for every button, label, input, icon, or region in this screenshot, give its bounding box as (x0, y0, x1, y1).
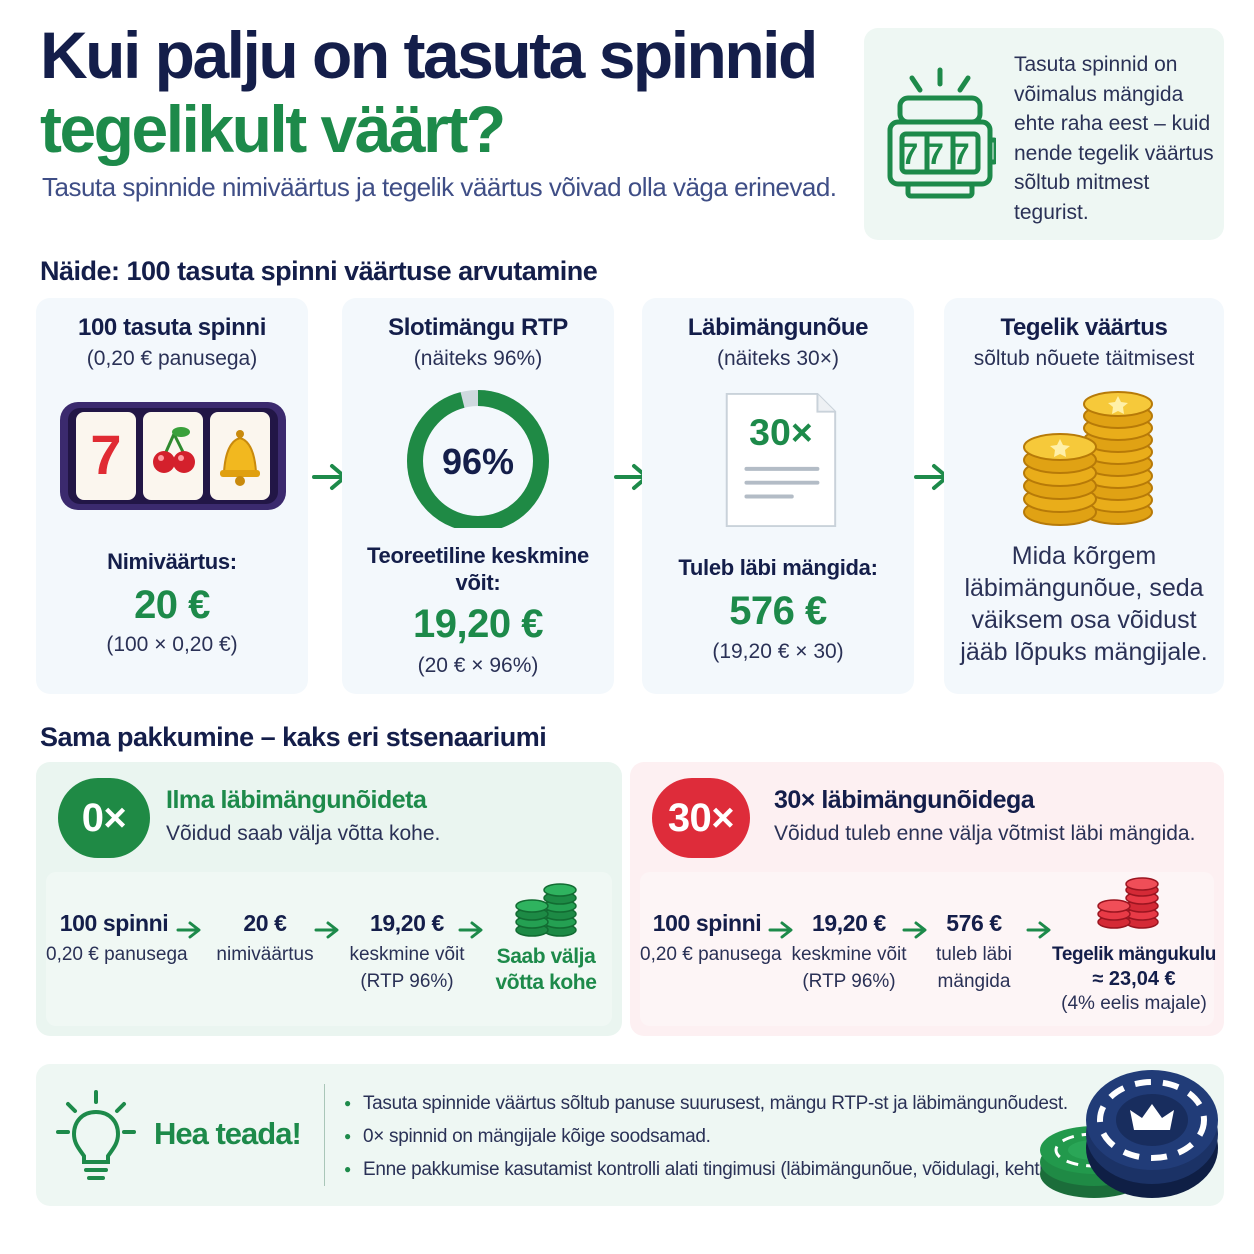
info-box: 777 Tasuta spinnid on võimalus mängida e… (864, 28, 1224, 240)
wagering-formula: (19,20 € × 30) (712, 640, 844, 663)
flow-step-label: tuleb läbi mängida (935, 944, 1013, 992)
nominal-value: 20 € (134, 583, 210, 627)
step-title: Tegelik väärtus (1000, 314, 1168, 341)
slot-reels-icon: 7 (60, 402, 286, 510)
step-card-real-value: Tegelik väärtus sõltub nõuete täitmisest… (944, 298, 1224, 694)
arrow-right-icon (768, 921, 793, 939)
tip-list: Tasuta spinnide väärtus sõltub panuse su… (344, 1088, 1114, 1187)
flow-step-value: 100 spinni (652, 910, 762, 936)
step-subtitle: (näiteks 30×) (717, 347, 839, 370)
withdraw-now-label: Saab välja võtta kohe (495, 945, 597, 994)
flow-step: 100 spinni 0,20 € panusega (640, 910, 782, 968)
info-text: Tasuta spinnid on võimalus mängida ehte … (1014, 53, 1214, 224)
scenario-with-wagering: 30× 30× läbimängunõidega Võidud tuleb en… (630, 762, 1224, 1036)
flow-step-label: 0,20 € panusega (46, 944, 188, 965)
flow-step-value: 100 spinni (59, 910, 169, 936)
real-cost-value: ≈ 23,04 € (1092, 968, 1176, 990)
wagering-label: Tuleb läbi mängida: (678, 555, 878, 580)
step-subtitle: (näiteks 96%) (413, 347, 543, 370)
tip-list-item: 0× spinnid on mängijale kõige soodsamad. (344, 1121, 1114, 1154)
flow-step-value: 576 € (946, 910, 1002, 936)
flow-step-value: 19,20 € (370, 910, 444, 936)
step-card-rtp: Slotimängu RTP (näiteks 96%) 96% Teoreet… (342, 298, 614, 694)
slot-reel-text: 777 (901, 138, 978, 171)
scenario-flow: 100 spinni 0,20 € panusega 20 € nimiväär… (46, 872, 612, 1026)
red-chips-icon (1097, 877, 1159, 929)
real-cost-block: Tegelik mängukulu ≈ 23,04 € (4% eelis ma… (1046, 944, 1222, 1015)
arrow-right-icon (176, 921, 201, 939)
wagering-value: 576 € (729, 589, 827, 633)
step-card-free-spins: 100 tasuta spinni (0,20 € panusega) 7 Ni… (36, 298, 308, 694)
arrow-right-icon (314, 921, 339, 939)
scenario-subtitle: Võidud tuleb enne välja võtmist läbi män… (774, 822, 1196, 845)
scenario-title: Ilma läbimängunõideta (166, 786, 427, 814)
tip-divider (324, 1084, 325, 1186)
wagering-badge: 0× (58, 778, 150, 858)
tip-title: Hea teada! (154, 1116, 302, 1151)
rtp-ring-icon: 96% (407, 390, 549, 528)
scenario-flow: 100 spinni 0,20 € panusega 19,20 € keskm… (640, 872, 1216, 1026)
flow-step-label: nimiväärtus (216, 944, 314, 965)
flow-step-label: keskmine võit (RTP 96%) (349, 944, 465, 992)
step-subtitle: (0,20 € panusega) (86, 347, 258, 370)
nominal-value-label: Nimiväärtus: (107, 549, 237, 574)
house-edge-note: (4% eelis majale) (1061, 993, 1207, 1014)
lightbulb-icon (56, 1090, 136, 1180)
example-heading: Näide: 100 tasuta spinni väärtuse arvuta… (40, 256, 598, 286)
flow-step: 19,20 € keskmine võit (RTP 96%) (784, 910, 914, 995)
scenario-no-wagering: 0× Ilma läbimängunõideta Võidud saab väl… (36, 762, 622, 1036)
flow-step-label: 0,20 € panusega (640, 944, 782, 965)
tip-box: Hea teada! Tasuta spinnide väärtus sõltu… (36, 1064, 1224, 1206)
flow-step-label: keskmine võit (RTP 96%) (791, 944, 907, 992)
flow-step-value: 20 € (243, 910, 287, 936)
document-icon: 30× (725, 392, 837, 528)
scenarios-heading: Sama pakkumine – kaks eri stsenaariumi (40, 722, 547, 752)
step-title: 100 tasuta spinni (78, 314, 266, 341)
slot-machine-777-icon: 777 (887, 67, 996, 199)
poker-chips-crown-icon (1040, 1070, 1218, 1198)
flow-step: 19,20 € keskmine võit (RTP 96%) (342, 910, 472, 995)
scenario-subtitle: Võidud saab välja võtta kohe. (166, 822, 441, 845)
step-subtitle: sõltub nõuete täitmisest (973, 347, 1195, 370)
arrow-right-icon (902, 921, 927, 939)
theoretical-win-formula: (20 € × 96%) (417, 654, 539, 677)
theoretical-win-label: Teoreetiline keskmine võit: (367, 543, 589, 595)
real-value-description: Mida kõrgem läbimängunõue, seda väiksem … (960, 542, 1208, 666)
tip-list-item: Tasuta spinnide väärtus sõltub panuse su… (344, 1088, 1114, 1121)
flow-step: 20 € nimiväärtus (210, 910, 320, 968)
svg-text:7: 7 (90, 423, 121, 486)
step-title: Läbimängunõue (687, 314, 869, 341)
arrow-right-icon (458, 921, 483, 939)
rtp-ring-label: 96% (442, 441, 514, 482)
page-title-line1: Kui palju on tasuta spinnid (40, 18, 818, 92)
arrow-right-icon (1026, 921, 1051, 939)
flow-step: 576 € tuleb läbi mängida (924, 910, 1024, 995)
theoretical-win-value: 19,20 € (413, 602, 543, 646)
tip-list-item: Enne pakkumise kasutamist kontrolli alat… (344, 1154, 1114, 1187)
flow-step-value: 19,20 € (812, 910, 886, 936)
flow-step: 100 spinni 0,20 € panusega (46, 910, 188, 968)
wagering-badge: 30× (652, 778, 750, 858)
page-title-line2: tegelikult väärt? (40, 92, 506, 166)
nominal-value-formula: (100 × 0,20 €) (106, 633, 238, 656)
step-title: Slotimängu RTP (388, 314, 568, 341)
page-subtitle: Tasuta spinnide nimiväärtus ja tegelik v… (42, 172, 837, 202)
gold-coins-icon (1023, 391, 1153, 526)
step-card-wagering: Läbimängunõue (näiteks 30×) 30× Tuleb lä… (642, 298, 914, 694)
document-label: 30× (749, 411, 813, 453)
green-chips-icon (515, 883, 577, 937)
scenario-title: 30× läbimängunõidega (774, 786, 1035, 814)
real-cost-title: Tegelik mängukulu (1052, 944, 1216, 965)
